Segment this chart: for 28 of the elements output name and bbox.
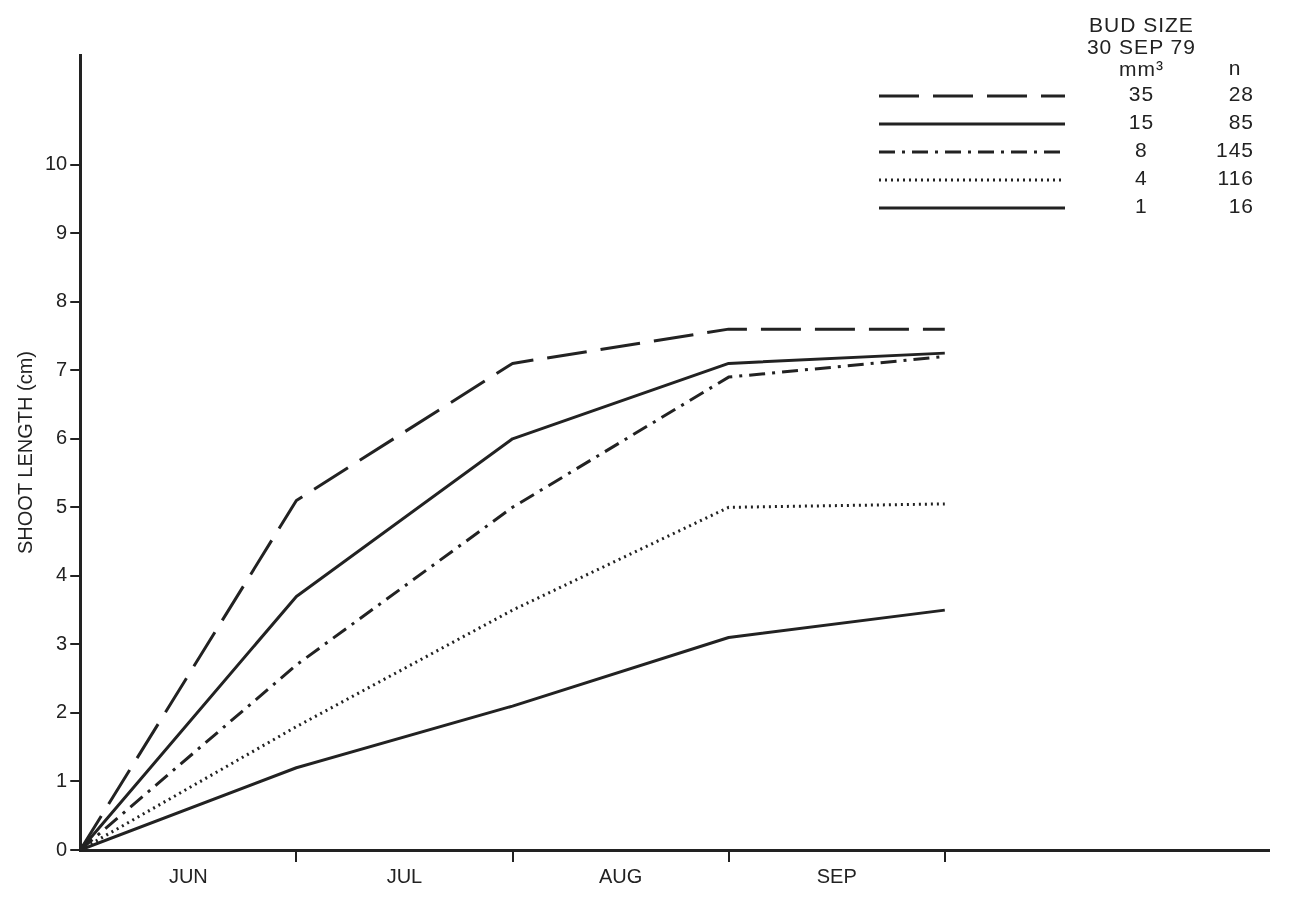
y-tick-label: 6 <box>56 426 68 449</box>
annotation: 16 <box>1227 193 1255 219</box>
y-tick-label: 3 <box>56 631 68 654</box>
legend-title: BUD SIZE 30 SEP 79 mm³ <box>1085 13 1197 80</box>
annotation: 28 <box>1227 81 1255 107</box>
annotation: n <box>1227 55 1243 80</box>
y-tick-label: 9 <box>56 220 68 243</box>
y-tick-label: 2 <box>56 700 68 723</box>
y-tick-label: 7 <box>56 357 68 380</box>
text: 35 <box>1127 81 1156 107</box>
y-axis-title: SHOOT LENGTH (cm) <box>13 351 36 554</box>
y-tick-label: 8 <box>56 289 68 312</box>
annotation: 85 <box>1227 109 1255 135</box>
x-tick-label: AUG <box>598 864 643 887</box>
text: 8 <box>1134 137 1149 163</box>
x-tick-label: JUN <box>168 864 208 887</box>
y-tick-label: 10 <box>45 152 68 175</box>
text: 4 <box>1134 165 1149 191</box>
y-tick-label: 1 <box>56 768 68 791</box>
x-tick-label: JUL <box>386 864 423 887</box>
y-tick-label: 5 <box>56 494 68 517</box>
y-tick-label: 4 <box>56 563 68 586</box>
y-tick-label: 0 <box>56 837 68 860</box>
text: 15 <box>1127 109 1156 135</box>
annotation: 145 <box>1214 137 1255 163</box>
x-tick-label: SEP <box>816 864 857 887</box>
annotation: 116 <box>1216 165 1255 191</box>
text: 1 <box>1134 193 1149 219</box>
